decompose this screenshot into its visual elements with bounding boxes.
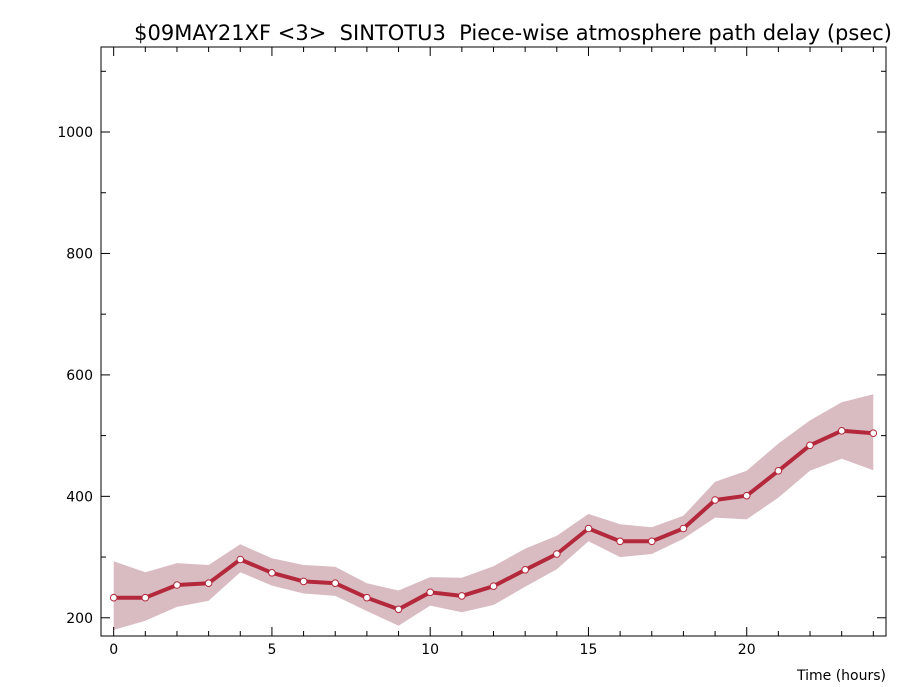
- y-tick-label: 200: [66, 611, 93, 627]
- data-point: [173, 581, 181, 589]
- data-point: [331, 579, 340, 588]
- chart-title: $09MAY21XF <3> SINTOTU3 Piece-wise atmos…: [134, 21, 892, 45]
- y-tick-label: 1000: [57, 125, 93, 141]
- x-tick-label: 5: [267, 642, 276, 658]
- x-tick-label: 0: [109, 642, 118, 658]
- data-point: [236, 555, 245, 564]
- error-band-layer: [113, 394, 874, 630]
- data-point: [426, 588, 435, 597]
- data-point: [141, 593, 150, 602]
- data-point: [774, 467, 783, 475]
- data-point: [869, 429, 878, 438]
- data-point: [837, 427, 846, 435]
- error-band: [113, 394, 874, 630]
- data-point: [553, 550, 561, 558]
- x-tick-label: 10: [421, 642, 439, 658]
- plot-frame: [100, 46, 887, 637]
- y-tick-label: 600: [66, 368, 93, 384]
- data-point: [109, 593, 118, 602]
- data-point: [521, 566, 530, 574]
- data-point: [394, 605, 403, 614]
- data-point: [363, 593, 371, 602]
- x-tick-label: 15: [580, 642, 598, 658]
- data-point: [806, 441, 814, 450]
- data-point: [299, 577, 308, 586]
- data-point: [679, 524, 688, 533]
- data-point: [616, 537, 624, 546]
- axes: 0 5 10 15 20 200 400 600 800 1000: [57, 46, 887, 658]
- data-point: [489, 582, 498, 591]
- data-point-layer: [109, 427, 878, 614]
- data-point: [268, 569, 276, 577]
- data-point: [648, 537, 656, 546]
- data-point: [742, 491, 751, 500]
- x-axis-label: Time (hours): [796, 668, 886, 684]
- x-tick-label: 20: [738, 642, 756, 658]
- y-tick-label: 400: [66, 489, 93, 505]
- y-tick-label: 800: [66, 246, 93, 262]
- data-point: [458, 592, 466, 600]
- data-point: [204, 579, 213, 588]
- data-point: [711, 496, 719, 504]
- data-point: [584, 524, 593, 533]
